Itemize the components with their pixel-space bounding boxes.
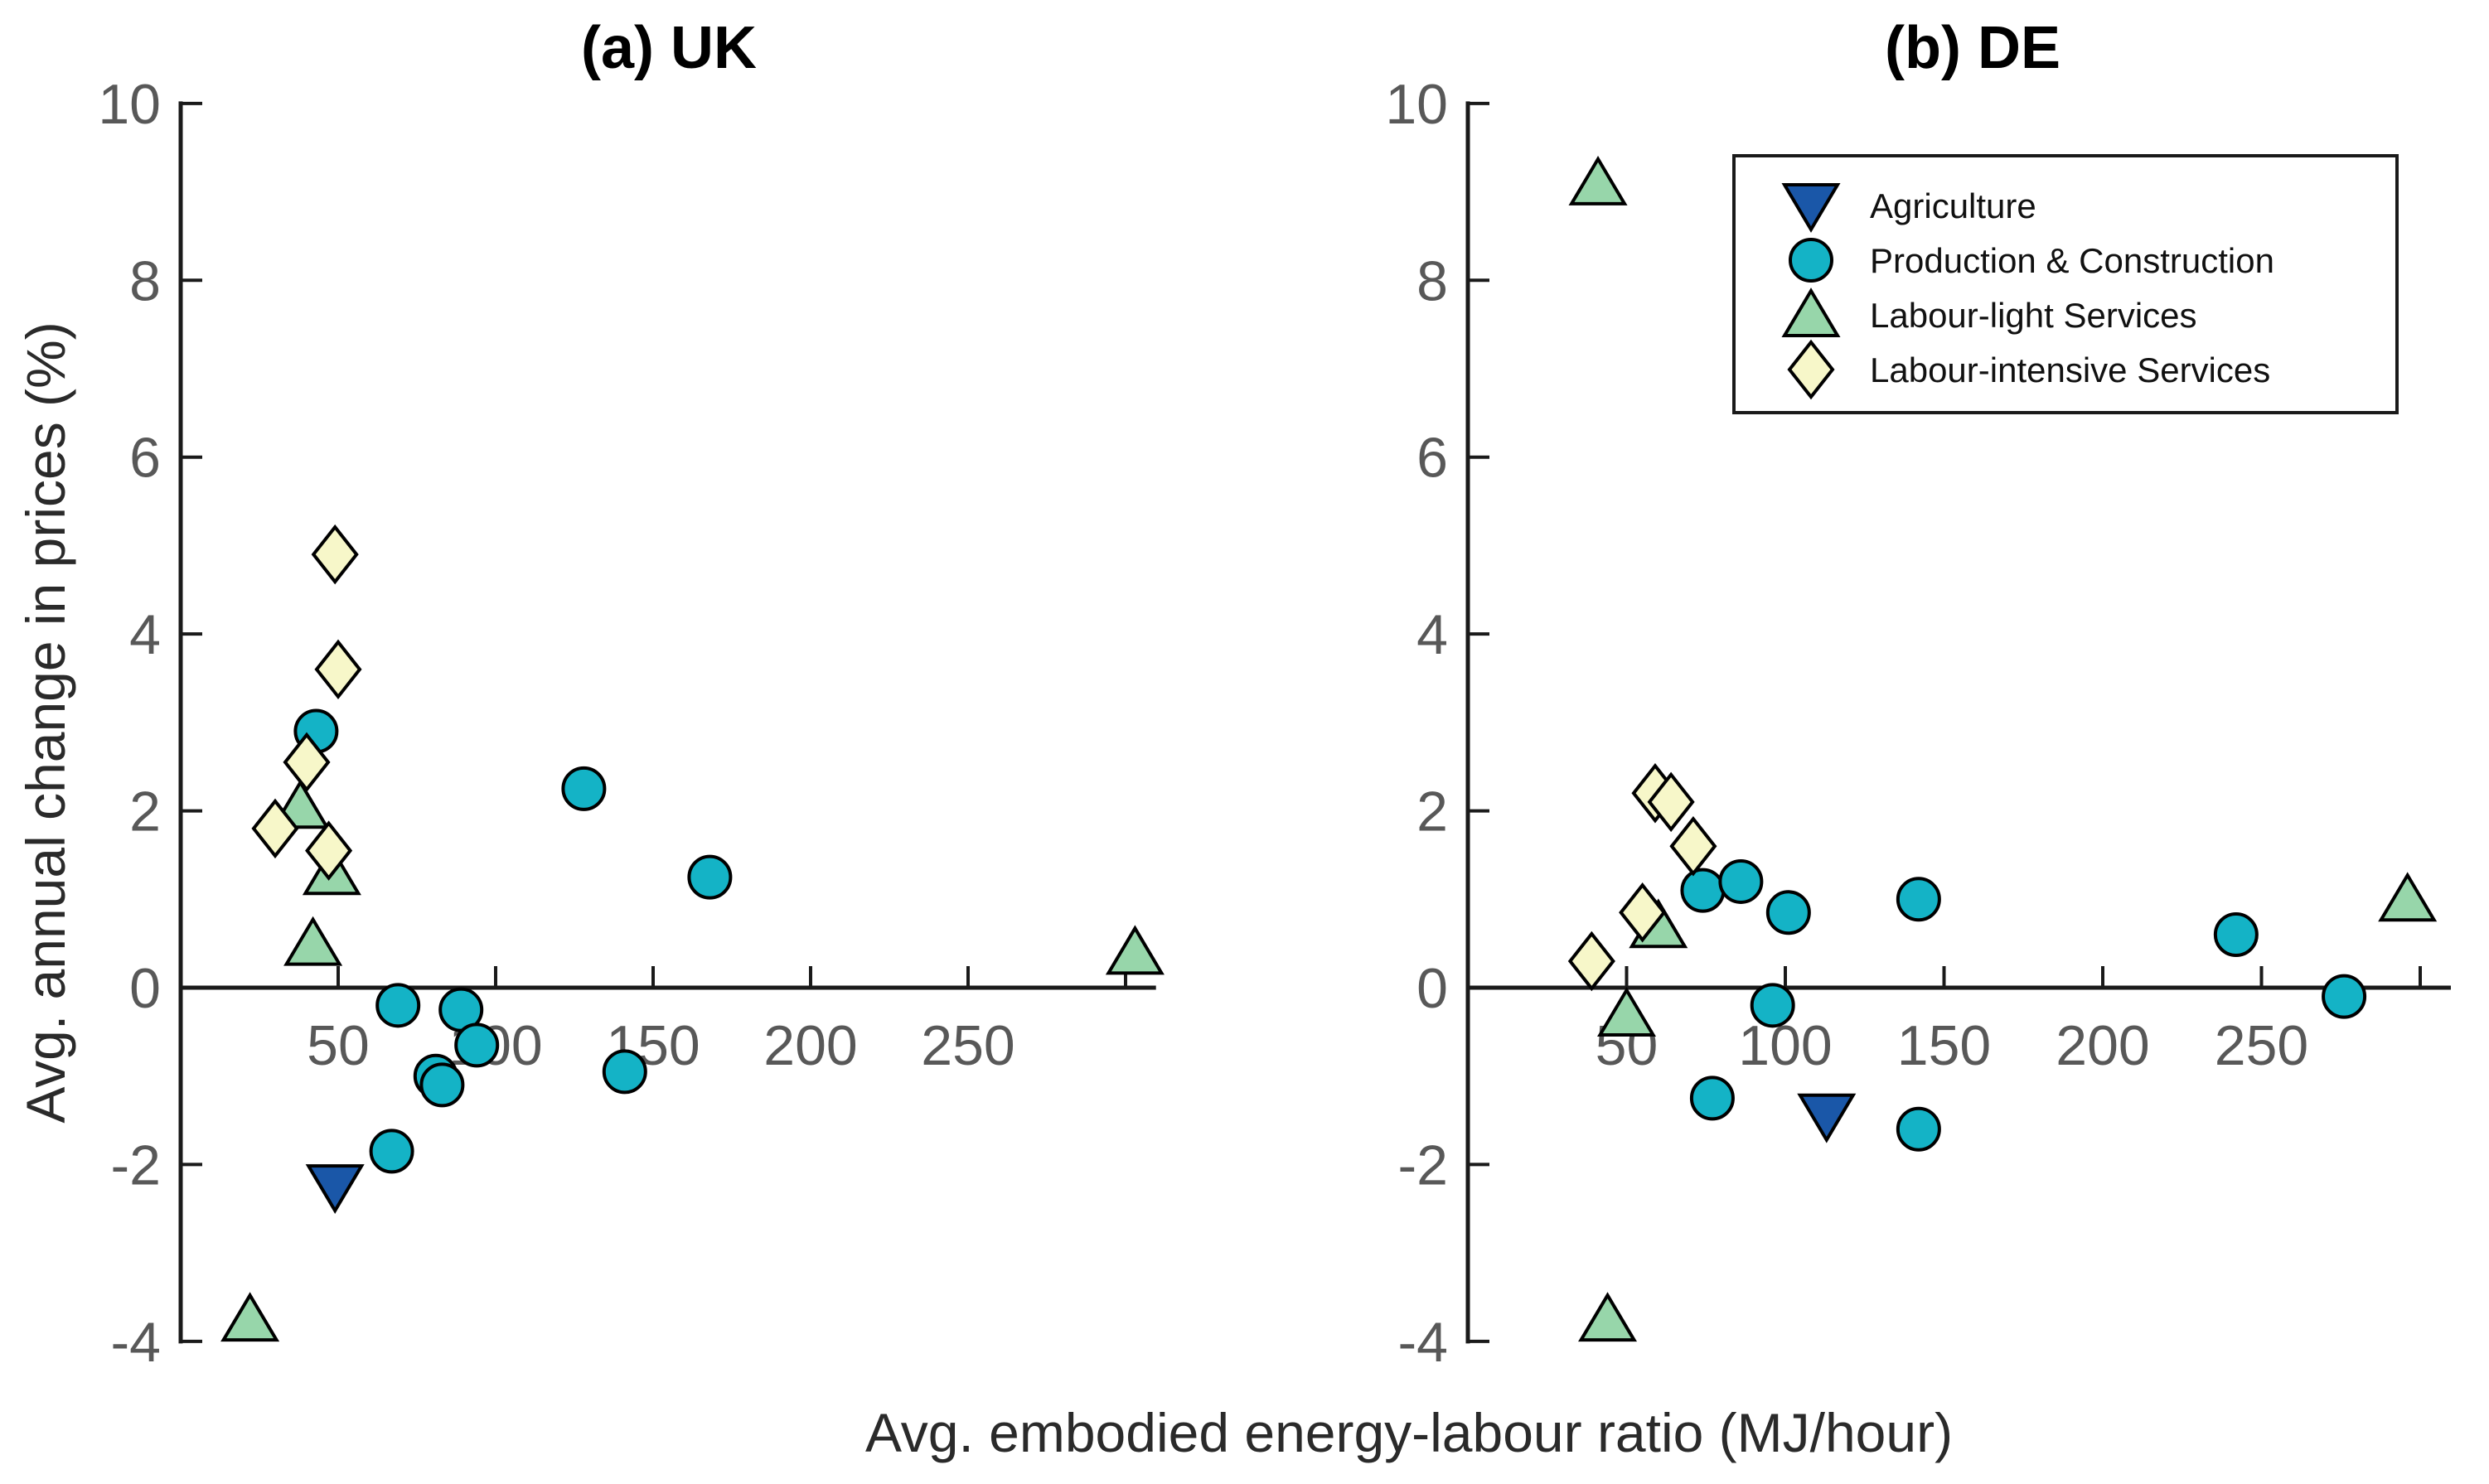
y-tick-label: 8 (129, 249, 161, 312)
data-point (283, 732, 331, 793)
data-point (283, 916, 343, 966)
y-tick-label: -2 (1398, 1134, 1448, 1196)
data-point (1647, 771, 1695, 833)
y-tick-label: 0 (1416, 957, 1448, 1020)
y-tick-label: -4 (1398, 1311, 1448, 1374)
data-point (251, 798, 299, 859)
data-point (1718, 858, 1764, 904)
data-point (1669, 816, 1717, 877)
data-point (2213, 911, 2259, 957)
data-point (602, 1049, 647, 1095)
y-tick-label: 6 (1416, 427, 1448, 490)
data-point (419, 1062, 465, 1108)
x-tick-label: 150 (1897, 1014, 1991, 1077)
data-point (1619, 882, 1667, 943)
circle-icon (1789, 238, 1833, 283)
x-tick-label: 250 (921, 1014, 1014, 1077)
triangle-down-icon (1781, 183, 1841, 233)
legend-box (1732, 154, 2399, 414)
data-point (2378, 872, 2438, 922)
data-point (687, 854, 733, 900)
data-point (1567, 931, 1615, 992)
y-tick-label: -4 (111, 1311, 161, 1374)
data-point (1105, 925, 1165, 975)
x-tick-label: 200 (2056, 1014, 2149, 1077)
data-point (305, 820, 353, 881)
x-tick-label: 250 (2215, 1014, 2308, 1077)
y-tick-label: 2 (129, 781, 161, 844)
x-tick-label: 50 (307, 1014, 370, 1077)
triangle-up-icon (1781, 288, 1841, 337)
x-tick-label: 200 (763, 1014, 857, 1077)
data-point (369, 1129, 414, 1174)
data-point (1568, 155, 1628, 205)
y-tick-label: 4 (129, 603, 161, 666)
data-point (311, 524, 359, 585)
data-point (314, 639, 362, 700)
x-axis-label: Avg. embodied energy-labour ratio (MJ/ho… (865, 1402, 1953, 1463)
data-point (1750, 983, 1795, 1028)
y-tick-label: 10 (1385, 73, 1448, 136)
panel-b-title: (b) DE (1885, 15, 2060, 81)
y-tick-label: -2 (111, 1134, 161, 1196)
data-point (1896, 877, 1941, 922)
y-tick-label: 6 (129, 427, 161, 490)
y-tick-label: 2 (1416, 781, 1448, 844)
data-point (1797, 1093, 1857, 1143)
panel-a-title: (a) UK (581, 15, 757, 81)
data-point (1596, 987, 1657, 1037)
data-point (454, 1022, 500, 1068)
y-tick-label: 10 (98, 73, 161, 136)
legend: Agriculture Production & Construction Labo… (1732, 154, 2399, 414)
y-axis-label: Avg. annual change in prices (%) (15, 321, 76, 1123)
data-point (375, 983, 421, 1028)
diamond-icon (1787, 339, 1835, 400)
y-tick-label: 0 (129, 957, 161, 1020)
data-point (1765, 890, 1811, 935)
data-point (2322, 974, 2367, 1019)
data-point (220, 1292, 280, 1342)
y-tick-label: 4 (1416, 603, 1448, 666)
x-tick-label: 100 (1738, 1014, 1832, 1077)
data-point (1680, 868, 1726, 913)
legend-item-label: Labour-intensive Services (1870, 350, 2270, 389)
legend-item-label: Labour-light Services (1870, 296, 2197, 335)
legend-item-label: Agriculture (1870, 186, 2036, 225)
data-point (1578, 1292, 1638, 1342)
y-tick-label: 8 (1416, 249, 1448, 312)
data-point (1896, 1106, 1941, 1152)
legend-item-label: Production & Construction (1870, 241, 2274, 280)
data-point (305, 1164, 365, 1215)
data-point (1689, 1076, 1735, 1121)
data-point (561, 766, 607, 811)
